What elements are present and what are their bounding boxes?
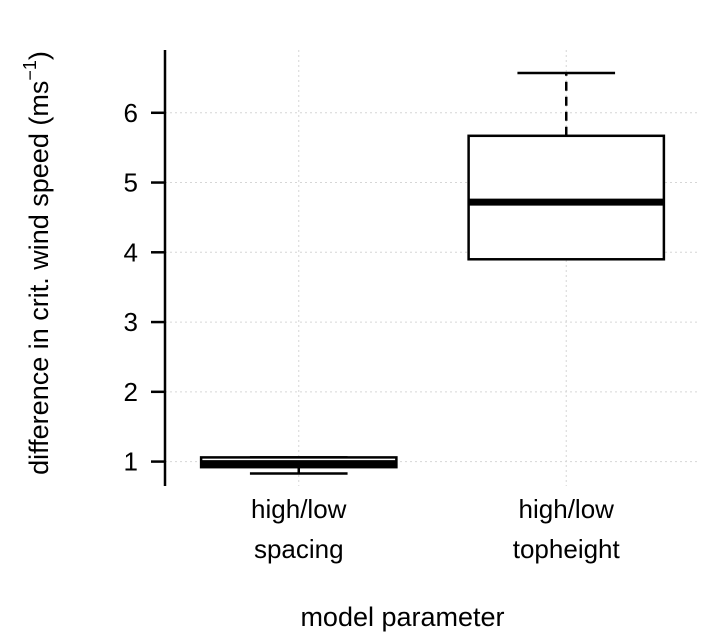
y-tick-label: 2 xyxy=(124,377,138,407)
category-label: high/low topheight xyxy=(513,494,621,564)
y-tick-label: 1 xyxy=(124,447,138,477)
category-label-line: spacing xyxy=(254,534,344,564)
x-axis-title: model parameter xyxy=(300,602,504,632)
y-axis-title-text: difference in crit. wind speed (ms xyxy=(24,81,54,475)
y-tick-label: 5 xyxy=(124,168,138,198)
box-2 xyxy=(467,71,666,261)
category-label-line: topheight xyxy=(513,534,621,564)
grid xyxy=(165,50,700,486)
category-label-line: high/low xyxy=(519,494,615,524)
y-axis-title-suffix: ) xyxy=(24,51,54,60)
category-label-line: high/low xyxy=(251,494,347,524)
box-1 xyxy=(199,456,398,475)
x-axis-category-labels: high/low spacing high/low topheight xyxy=(251,494,620,564)
y-axis-title: difference in crit. wind speed (ms−1) xyxy=(20,51,54,475)
box-body xyxy=(467,134,666,261)
category-label: high/low spacing xyxy=(251,494,347,564)
boxes xyxy=(199,71,666,475)
y-axis-title-superscript: −1 xyxy=(20,60,40,81)
y-tick-label: 6 xyxy=(124,98,138,128)
y-tick-label: 3 xyxy=(124,307,138,337)
y-axis-ticks: 1 2 3 4 5 6 xyxy=(124,98,165,477)
y-tick-label: 4 xyxy=(124,237,138,267)
